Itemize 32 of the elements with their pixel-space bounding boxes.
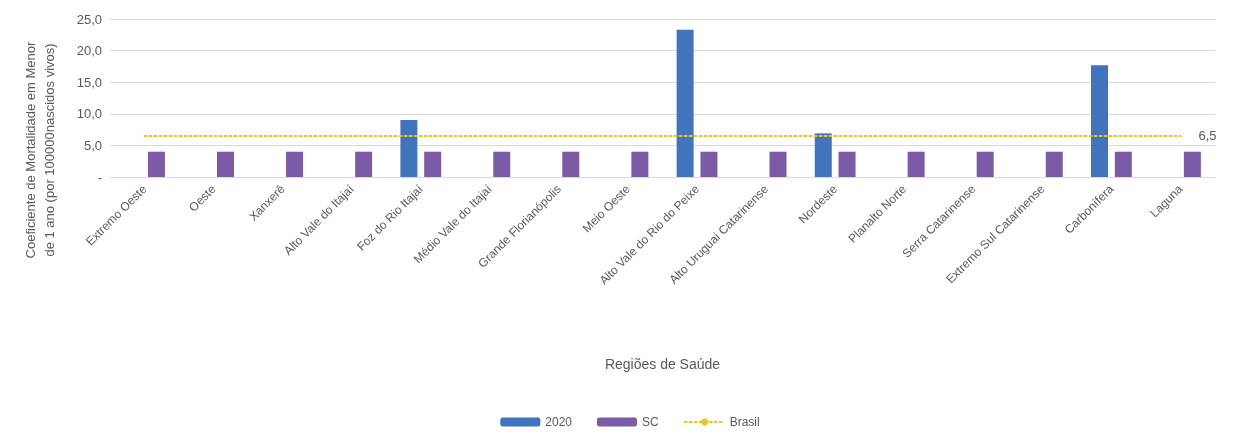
bar <box>286 151 304 177</box>
y-tick-label: 10,0 <box>76 106 102 122</box>
data-label: 6,5 <box>1198 128 1217 144</box>
y-tick-label: - <box>97 169 102 185</box>
legend-label: Brasil <box>729 415 760 429</box>
bar <box>676 29 694 177</box>
bar <box>1091 65 1109 177</box>
legend-label: SC <box>642 415 660 429</box>
bar <box>700 151 718 177</box>
bar <box>838 151 856 177</box>
y-tick-label: 20,0 <box>76 43 102 59</box>
bar <box>424 151 442 177</box>
bar <box>976 151 994 177</box>
bar <box>147 151 165 177</box>
x-axis-title: Regiões de Saúde <box>604 356 721 372</box>
bar <box>400 120 418 177</box>
bar <box>907 151 925 177</box>
bar <box>769 151 787 177</box>
y-axis-title: Coeficiente de Mortalidade em Menor de 1 ano (por 100000nascidos vivos) <box>23 40 57 259</box>
bar <box>562 151 580 177</box>
legend-label: 2020 <box>545 415 573 429</box>
bar <box>814 133 832 177</box>
y-tick-label: 25,0 <box>76 11 102 27</box>
bar <box>631 151 649 177</box>
bar <box>1183 151 1201 177</box>
bar <box>355 151 373 177</box>
bar <box>493 151 511 177</box>
y-tick-label: 15,0 <box>76 74 102 90</box>
y-tick-label: 5,0 <box>83 137 102 153</box>
bar <box>1114 151 1132 177</box>
bar <box>216 151 234 177</box>
bar <box>1045 151 1063 177</box>
